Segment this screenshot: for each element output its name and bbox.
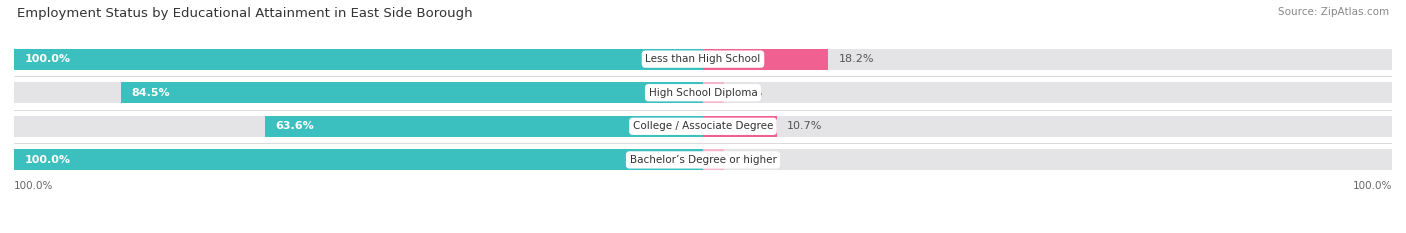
Bar bbox=[703, 150, 724, 170]
Bar bbox=[14, 150, 703, 170]
Bar bbox=[14, 49, 703, 69]
Bar bbox=[703, 82, 724, 103]
Text: Bachelor’s Degree or higher: Bachelor’s Degree or higher bbox=[630, 155, 776, 165]
Text: 100.0%: 100.0% bbox=[24, 155, 70, 165]
Text: Employment Status by Educational Attainment in East Side Borough: Employment Status by Educational Attainm… bbox=[17, 7, 472, 20]
Text: 10.7%: 10.7% bbox=[787, 121, 823, 131]
Text: Source: ZipAtlas.com: Source: ZipAtlas.com bbox=[1278, 7, 1389, 17]
Bar bbox=[121, 82, 703, 103]
Text: Less than High School: Less than High School bbox=[645, 54, 761, 64]
Bar bbox=[14, 82, 703, 103]
Text: 0.0%: 0.0% bbox=[734, 155, 762, 165]
Bar bbox=[703, 116, 1392, 137]
Bar bbox=[703, 150, 1392, 170]
Text: High School Diploma: High School Diploma bbox=[648, 88, 758, 98]
Text: 84.5%: 84.5% bbox=[131, 88, 170, 98]
Text: 100.0%: 100.0% bbox=[14, 181, 53, 191]
Text: 100.0%: 100.0% bbox=[1353, 181, 1392, 191]
Bar bbox=[264, 116, 703, 137]
Bar bbox=[14, 150, 703, 170]
Text: 100.0%: 100.0% bbox=[24, 54, 70, 64]
Bar bbox=[14, 49, 703, 69]
Text: 18.2%: 18.2% bbox=[839, 54, 875, 64]
Bar bbox=[14, 116, 703, 137]
Bar bbox=[703, 82, 1392, 103]
Text: College / Associate Degree: College / Associate Degree bbox=[633, 121, 773, 131]
Text: 0.0%: 0.0% bbox=[734, 88, 762, 98]
Bar bbox=[703, 49, 1392, 69]
Bar bbox=[703, 49, 828, 69]
Text: 63.6%: 63.6% bbox=[276, 121, 314, 131]
Bar bbox=[703, 116, 776, 137]
